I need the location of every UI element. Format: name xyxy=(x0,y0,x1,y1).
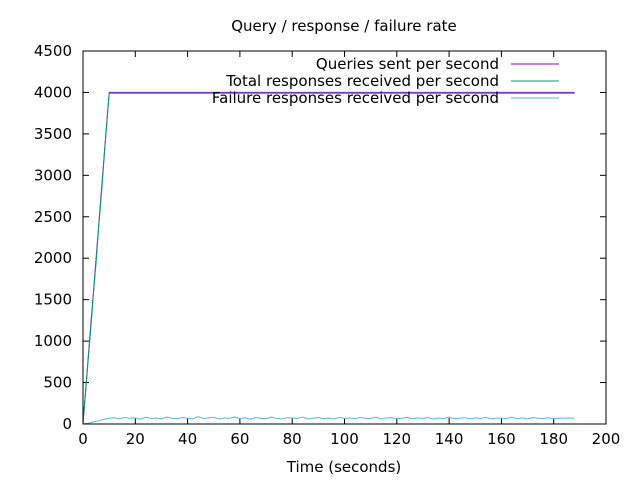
y-tick-label: 3000 xyxy=(34,166,72,184)
y-tick-label: 0 xyxy=(62,415,72,433)
y-tick-label: 2500 xyxy=(34,208,72,226)
y-tick-label: 4000 xyxy=(34,83,72,101)
series-line-3 xyxy=(82,416,575,425)
legend-label-1: Queries sent per second xyxy=(316,55,499,73)
y-tick-label: 3500 xyxy=(34,125,72,143)
x-tick-label: 60 xyxy=(230,430,249,448)
legend-label-3: Failure responses received per second xyxy=(212,89,499,107)
legend-label-2: Total responses received per second xyxy=(225,72,499,90)
x-tick-label: 200 xyxy=(592,430,621,448)
series-layer xyxy=(82,91,575,425)
series-line-1 xyxy=(82,91,575,425)
x-tick-label: 140 xyxy=(435,430,464,448)
y-tick-label: 4500 xyxy=(34,42,72,60)
x-tick-label: 180 xyxy=(539,430,568,448)
x-tick-label: 80 xyxy=(283,430,302,448)
y-tick-label: 1500 xyxy=(34,291,72,309)
plot-frame xyxy=(82,50,607,425)
x-tick-label: 20 xyxy=(126,430,145,448)
x-tick-label: 0 xyxy=(78,430,88,448)
x-tick-label: 100 xyxy=(330,430,359,448)
series-line-2 xyxy=(82,92,575,422)
y-tick-label: 1000 xyxy=(34,332,72,350)
y-tick-label: 500 xyxy=(43,374,72,392)
chart-title: Query / response / failure rate xyxy=(231,17,457,35)
axis-ticks: 0 20 40 60 80 100 120 140 160 180 2000500100015002… xyxy=(34,42,621,448)
x-tick-label: 160 xyxy=(487,430,516,448)
y-tick-label: 2000 xyxy=(34,249,72,267)
x-tick-label: 120 xyxy=(382,430,411,448)
x-axis-label: Time (seconds) xyxy=(286,458,402,476)
x-tick-label: 40 xyxy=(178,430,197,448)
